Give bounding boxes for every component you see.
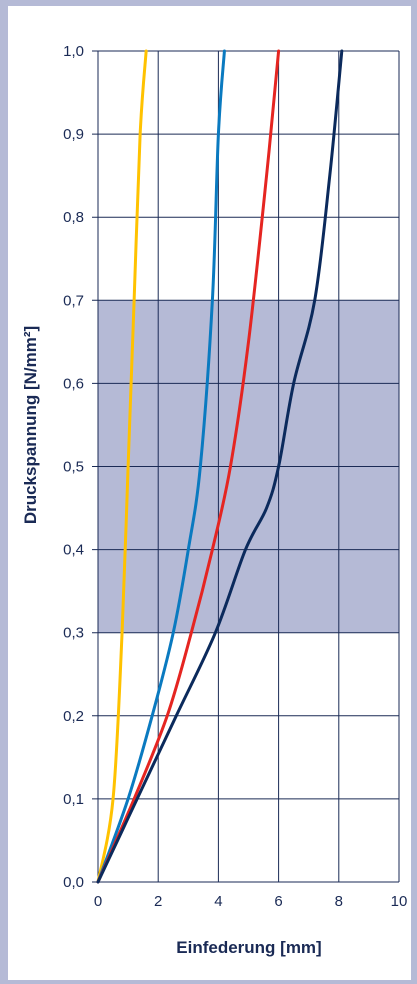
series-line-4 <box>96 49 344 884</box>
y-tick-label: 1,0 <box>63 43 84 60</box>
series-line-3 <box>96 49 281 884</box>
x-tick-label: 2 <box>154 893 162 910</box>
y-tick-label: 0,4 <box>63 542 84 559</box>
x-tick-label: 6 <box>274 893 282 910</box>
y-tick-label: 0,2 <box>63 708 84 725</box>
y-tick-label: 0,6 <box>63 375 84 392</box>
y-tick-label: 0,7 <box>63 292 84 309</box>
y-tick-label: 0,9 <box>63 126 84 143</box>
x-tick-label: 8 <box>335 893 343 910</box>
y-tick-label: 0,3 <box>63 625 84 642</box>
series-line-2 <box>96 49 226 884</box>
x-axis-label: Einfederung [mm] <box>176 938 321 957</box>
x-tick-label: 4 <box>214 893 222 910</box>
x-tick-label: 0 <box>94 893 102 910</box>
y-tick-label: 0,8 <box>63 209 84 226</box>
y-axis-label: Druckspannung [N/mm²] <box>21 326 40 524</box>
y-tick-label: 0,5 <box>63 459 84 476</box>
series-line-1 <box>96 49 148 884</box>
x-tick-label: 10 <box>391 893 408 910</box>
y-tick-label: 0,1 <box>63 791 84 808</box>
y-tick-label: 0,0 <box>63 874 84 891</box>
